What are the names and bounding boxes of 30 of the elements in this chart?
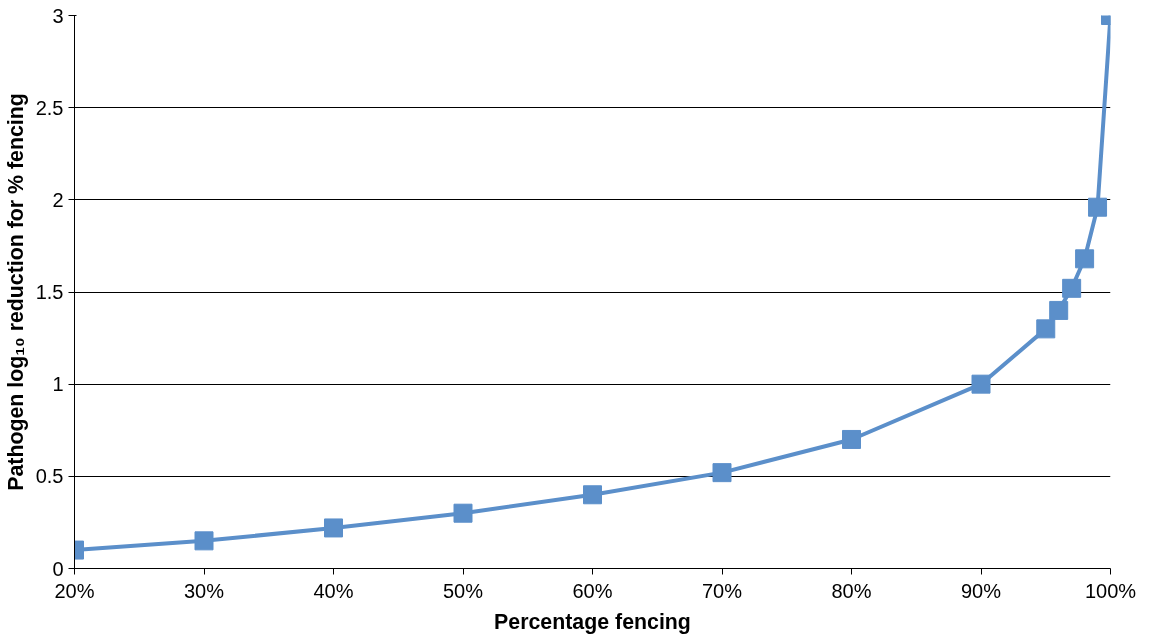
point (1036, 319, 1056, 339)
y-tick-label: 0.5 (35, 465, 64, 488)
y-tick-label: 2 (52, 188, 64, 211)
x-tick-label: 50% (442, 579, 484, 602)
y-tick-label: 0 (52, 557, 64, 580)
y-tick-label: 2.5 (35, 96, 64, 119)
point (1062, 278, 1082, 298)
point (583, 485, 602, 505)
x-tick-label: 30% (183, 579, 225, 602)
x-tick-label: 70% (701, 579, 743, 602)
x-tick-label: 90% (960, 579, 1002, 602)
x-axis-title: Percentage fencing (494, 609, 691, 634)
point (971, 374, 991, 394)
x-tick-label: 40% (313, 579, 354, 602)
point (453, 503, 473, 523)
point (1088, 197, 1108, 217)
y-tick-label: 3 (52, 4, 64, 27)
point (842, 429, 861, 449)
point (194, 531, 214, 551)
x-tick-label: 60% (572, 579, 613, 602)
y-tick-label: 1 (52, 373, 64, 396)
y-tick-label: 1.5 (35, 281, 64, 303)
point (712, 463, 732, 483)
point (1075, 249, 1095, 269)
x-tick-label: 80% (831, 579, 872, 602)
point (1049, 300, 1069, 320)
y-axis-title: Pathogen log₁₀ reduction for % fencing (3, 93, 28, 491)
point (324, 518, 343, 538)
x-tick-label: 100% (1084, 579, 1137, 602)
x-tick-label: 20% (54, 579, 95, 602)
